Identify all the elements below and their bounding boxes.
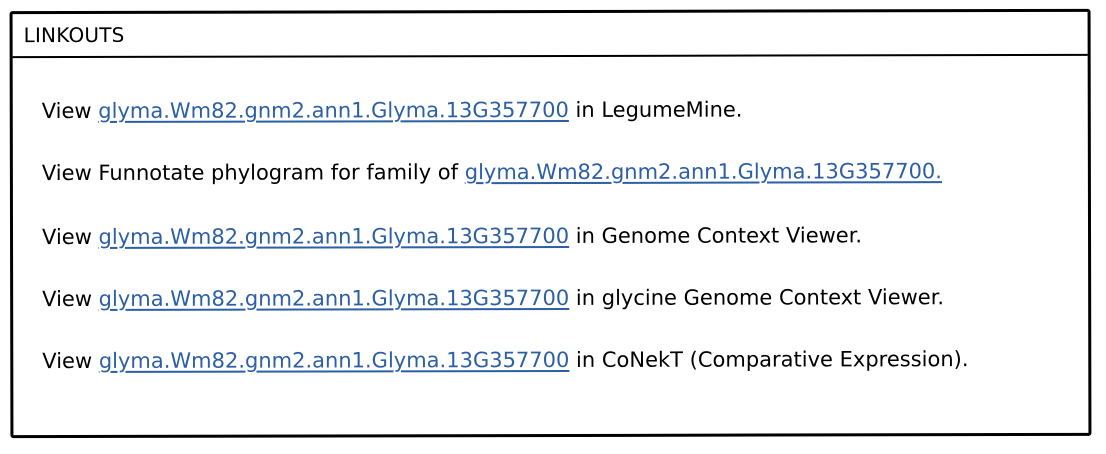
panel-header: LINKOUTS	[12, 11, 1088, 59]
panel-title: LINKOUTS	[23, 22, 125, 48]
linkout-legumemine: View glyma.Wm82.gnm2.ann1.Glyma.13G35770…	[42, 97, 743, 124]
gene-link[interactable]: glyma.Wm82.gnm2.ann1.Glyma.13G357700	[98, 285, 570, 311]
linkouts-panel: LINKOUTS View glyma.Wm82.gnm2.ann1.Glyma…	[9, 8, 1092, 439]
gene-link[interactable]: glyma.Wm82.gnm2.ann1.Glyma.13G357700.	[464, 159, 942, 185]
linkout-glycine-genome-context-viewer: View glyma.Wm82.gnm2.ann1.Glyma.13G35770…	[42, 284, 944, 312]
gene-link[interactable]: glyma.Wm82.gnm2.ann1.Glyma.13G357700	[98, 223, 570, 249]
linkout-funnotate-phylogram: View Funnotate phylogram for family of g…	[42, 158, 942, 186]
linkout-suffix: in glycine Genome Context Viewer.	[569, 285, 945, 310]
linkout-conekt: View glyma.Wm82.gnm2.ann1.Glyma.13G35770…	[42, 346, 968, 374]
linkout-prefix: View	[42, 224, 99, 250]
linkout-prefix: View	[42, 348, 99, 374]
linkout-suffix: in CoNekT (Comparative Expression).	[569, 347, 969, 372]
gene-link[interactable]: glyma.Wm82.gnm2.ann1.Glyma.13G357700	[98, 97, 569, 123]
linkout-prefix: View	[41, 98, 99, 124]
linkout-prefix: View Funnotate phylogram for family of	[41, 160, 465, 186]
gene-link[interactable]: glyma.Wm82.gnm2.ann1.Glyma.13G357700	[98, 347, 570, 373]
linkout-prefix: View	[42, 286, 99, 312]
linkout-genome-context-viewer: View glyma.Wm82.gnm2.ann1.Glyma.13G35770…	[42, 222, 862, 250]
linkout-suffix: in Genome Context Viewer.	[569, 223, 863, 248]
linkout-suffix: in LegumeMine.	[568, 97, 743, 122]
